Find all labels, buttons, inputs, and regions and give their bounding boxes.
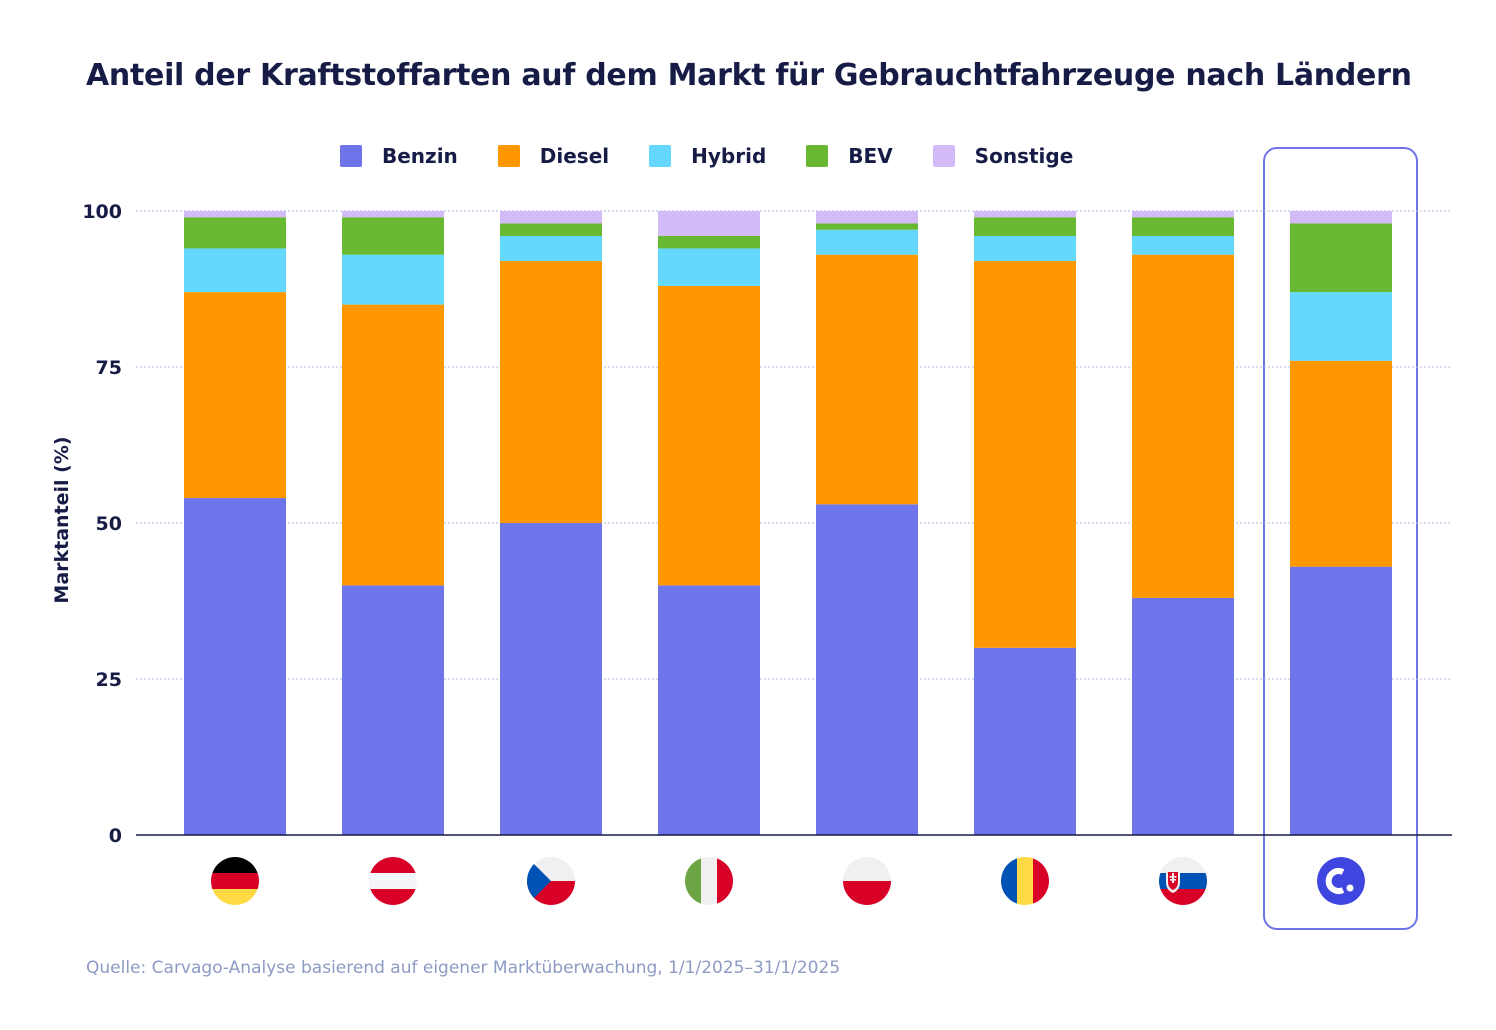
bar-group-2 (500, 211, 602, 835)
y-tick-label: 25 (96, 669, 122, 691)
bar-segment-bev (1290, 223, 1392, 293)
bar-group-4 (816, 211, 918, 835)
bar-segment-diesel (500, 260, 602, 523)
carvago-highlight-box (1263, 147, 1418, 930)
bar-segment-bev (974, 217, 1076, 236)
bar-segment-diesel (184, 292, 286, 499)
legend-item-bev: BEV (806, 144, 893, 168)
legend-item-hybrid: Hybrid (649, 144, 766, 168)
bar-segment-hybrid (1290, 292, 1392, 361)
bar-segment-benzin (500, 523, 602, 835)
bar-segment-bev (658, 235, 760, 249)
category-icons (211, 857, 1365, 905)
bar-segment-sonstige (184, 211, 286, 218)
bar-segment-sonstige (500, 211, 602, 224)
bar-segment-bev (816, 223, 918, 230)
legend-label-sonstige: Sonstige (974, 144, 1074, 168)
bar-group-3 (658, 211, 760, 835)
y-tick-label: 75 (96, 357, 122, 379)
bar-segment-diesel (1290, 360, 1392, 567)
bar-segment-sonstige (816, 211, 918, 224)
source-note: Quelle: Carvago-Analyse basierend auf ei… (86, 958, 841, 978)
bar-segment-hybrid (500, 235, 602, 261)
bar-segment-diesel (1132, 254, 1234, 598)
bar-segment-benzin (342, 585, 444, 835)
bar-segment-hybrid (816, 229, 918, 255)
flag-germany-icon (211, 857, 259, 905)
y-axis-ticks: 0 25 50 75 100 (82, 201, 122, 847)
legend-swatch-hybrid (649, 145, 672, 167)
bar-segment-hybrid (342, 254, 444, 305)
legend-swatch-benzin (340, 145, 362, 167)
flag-czechia-icon (527, 857, 575, 905)
flag-romania-icon (1001, 857, 1049, 905)
bar-group-1 (342, 211, 444, 835)
legend-label-bev: BEV (848, 144, 893, 168)
gridlines (136, 210, 1452, 680)
y-tick-label: 100 (82, 201, 122, 223)
legend-item-benzin: Benzin (340, 144, 458, 168)
bar-segment-diesel (658, 285, 760, 586)
bar-segment-benzin (1132, 597, 1234, 835)
bar-segment-bev (184, 217, 286, 249)
bar-segment-bev (342, 217, 444, 255)
legend-label-hybrid: Hybrid (691, 144, 767, 168)
legend-swatch-diesel (497, 145, 520, 167)
legend-swatch-bev (806, 145, 829, 167)
legend-item-diesel: Diesel (497, 144, 610, 168)
bar-segment-sonstige (974, 211, 1076, 218)
bar-segment-benzin (974, 647, 1076, 835)
bar-segment-hybrid (658, 248, 760, 286)
legend-label-benzin: Benzin (382, 144, 458, 168)
bar-group-5 (974, 211, 1076, 835)
bar-segment-hybrid (184, 248, 286, 293)
y-axis-label: Marktanteil (%) (51, 436, 73, 603)
bar-group-7 (1290, 211, 1392, 835)
carvago-logo-icon (1317, 857, 1365, 905)
bar-group-6 (1132, 211, 1234, 835)
legend-swatch-sonstige (932, 145, 955, 167)
bar-segment-hybrid (974, 235, 1076, 261)
bar-segment-sonstige (1290, 211, 1392, 224)
flag-poland-icon (843, 857, 891, 905)
legend-label-diesel: Diesel (539, 144, 610, 168)
bar-segment-benzin (816, 504, 918, 835)
chart-title: Anteil der Kraftstoffarten auf dem Markt… (86, 58, 1412, 93)
bar-segment-bev (1132, 217, 1234, 236)
flag-slovakia-icon (1159, 857, 1207, 905)
bar-segment-diesel (342, 304, 444, 586)
bar-segment-benzin (184, 498, 286, 835)
y-tick-label: 50 (96, 513, 122, 535)
bar-segment-sonstige (342, 211, 444, 218)
legend-item-sonstige: Sonstige (932, 144, 1074, 168)
legend: Benzin Diesel Hybrid BEV Sonstige (340, 144, 1113, 168)
bar-segment-sonstige (1132, 211, 1234, 218)
bars (184, 211, 1392, 835)
y-tick-label: 0 (109, 825, 122, 847)
bar-group-0 (184, 211, 286, 835)
bar-segment-sonstige (658, 211, 760, 236)
flag-austria-icon (369, 857, 417, 905)
bar-segment-diesel (974, 260, 1076, 648)
bar-segment-hybrid (1132, 235, 1234, 255)
bar-segment-benzin (658, 585, 760, 835)
bar-segment-diesel (816, 254, 918, 505)
bar-segment-benzin (1290, 566, 1392, 835)
flag-italy-icon (685, 857, 733, 905)
bar-segment-bev (500, 223, 602, 236)
